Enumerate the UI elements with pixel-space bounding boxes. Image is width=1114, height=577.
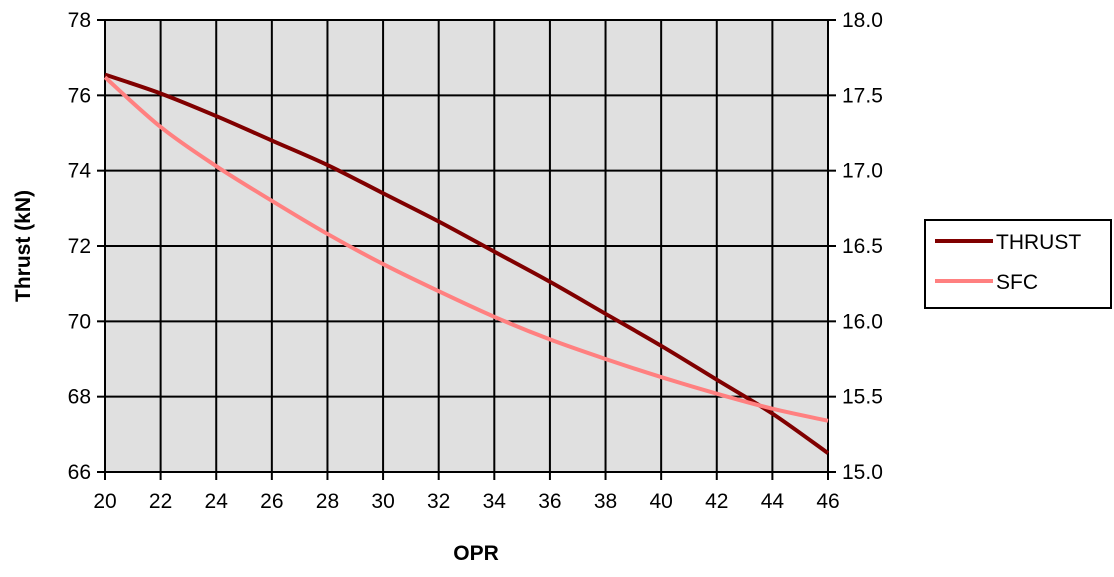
legend-label-thrust: THRUST [996,231,1081,254]
y2-tick-label: 18.0 [842,9,883,32]
series-line-sfc [103,75,829,423]
y2-tick-label: 15.0 [842,461,883,484]
y-tick-label: 74 [68,160,92,183]
y2-tick-label: 16.0 [842,310,883,333]
x-tick-label: 28 [316,490,339,513]
x-tick-label: 26 [260,490,283,513]
y2-tick-label: 17.0 [842,160,883,183]
x-tick-label: 24 [205,490,229,513]
y-tick-label: 66 [68,461,91,484]
y2-tick-label: 17.5 [842,84,883,107]
x-tick-label: 44 [761,490,785,513]
series-line-thrust [104,72,830,455]
x-tick-label: 40 [649,490,672,513]
x-tick-label: 20 [93,490,116,513]
y-tick-label: 68 [68,386,91,409]
y-tick-label: 70 [68,310,91,333]
legend: THRUST SFC [924,219,1112,309]
x-tick-label: 38 [594,490,617,513]
y-tick-label: 72 [68,235,91,258]
x-tick-label: 42 [705,490,728,513]
y-tick-label: 76 [68,84,91,107]
legend-box [924,219,1112,309]
x-tick-label: 30 [371,490,394,513]
x-tick-label: 22 [149,490,172,513]
series-lines [103,72,830,455]
y2-tick-label: 16.5 [842,235,883,258]
y-axis-title: Thrust (kN) [12,190,35,302]
x-tick-label: 32 [427,490,450,513]
x-axis-title: OPR [453,542,499,565]
legend-label-sfc: SFC [996,271,1038,294]
axis-ticks: 20 22 24 26 28 30 32 34 36 38 40 42 44 46 66 68 70 72 74 76… [68,9,883,513]
y2-tick-label: 15.5 [842,386,883,409]
x-tick-label: 36 [538,490,561,513]
x-tick-label: 46 [816,490,839,513]
x-tick-label: 34 [483,490,507,513]
y-tick-label: 78 [68,9,91,32]
